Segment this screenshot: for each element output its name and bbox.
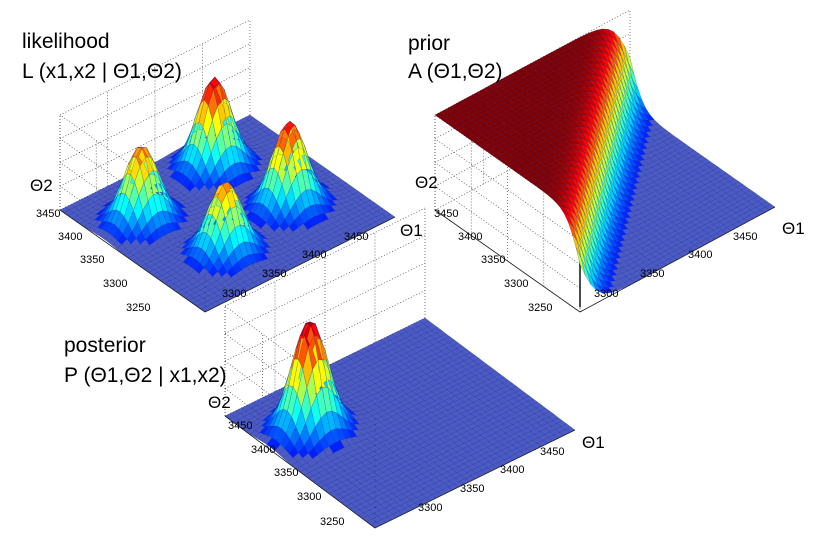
likelihood-surface-plot bbox=[59, 19, 396, 313]
grid-line bbox=[434, 57, 631, 163]
posterior-ytick-3300: 3300 bbox=[297, 491, 321, 503]
posterior-surface-plot bbox=[224, 207, 576, 529]
prior-y-axis bbox=[434, 209, 581, 313]
posterior-ytick-3400: 3400 bbox=[251, 444, 275, 456]
posterior-xtick-3450: 3450 bbox=[540, 446, 564, 458]
grid-line bbox=[59, 162, 206, 265]
posterior-ytick-3450: 3450 bbox=[228, 420, 252, 432]
posterior-ytick-3250: 3250 bbox=[320, 516, 344, 528]
likelihood-y-axis bbox=[59, 209, 206, 313]
posterior-surface-mesh bbox=[224, 317, 576, 529]
likelihood-title: likelihood bbox=[22, 30, 110, 53]
prior-title: prior bbox=[408, 32, 450, 55]
likelihood-x-axis bbox=[204, 216, 396, 313]
grid-line bbox=[59, 114, 206, 218]
posterior-title: posterior bbox=[64, 334, 146, 357]
likelihood-xtick-3300: 3300 bbox=[222, 288, 246, 300]
likelihood-xtick-3350: 3350 bbox=[262, 268, 286, 280]
grid-line bbox=[434, 80, 631, 187]
grid-line bbox=[434, 104, 631, 211]
prior-x-axis bbox=[579, 206, 776, 313]
posterior-xtick-3400: 3400 bbox=[500, 464, 524, 476]
prior-ytick-3400: 3400 bbox=[458, 231, 482, 243]
prior-y-ticks: 3450 3400 3350 3300 3250 bbox=[434, 208, 552, 314]
grid-line bbox=[224, 207, 426, 307]
likelihood-ytick-3350: 3350 bbox=[80, 254, 104, 266]
likelihood-ytick-3300: 3300 bbox=[103, 278, 127, 290]
prior-xtick-3350: 3350 bbox=[640, 268, 664, 280]
prior-theta1-label: Θ1 bbox=[782, 219, 805, 238]
posterior-xtick-3350: 3350 bbox=[460, 483, 484, 495]
prior-formula: A (Θ1,Θ2) bbox=[408, 60, 503, 83]
prior-xtick-3300: 3300 bbox=[594, 288, 618, 300]
grid-line bbox=[224, 235, 426, 334]
prior-ytick-3250: 3250 bbox=[528, 302, 552, 314]
prior-surface-mesh bbox=[434, 28, 776, 294]
prior-theta2-label: Θ2 bbox=[415, 173, 438, 192]
grid-line bbox=[434, 185, 581, 289]
posterior-theta1-label: Θ1 bbox=[582, 433, 605, 452]
likelihood-theta2-label: Θ2 bbox=[30, 176, 53, 195]
likelihood-surface-mesh bbox=[59, 76, 396, 313]
prior-ytick-3300: 3300 bbox=[504, 278, 528, 290]
likelihood-ytick-3250: 3250 bbox=[126, 302, 150, 314]
prior-surface-plot bbox=[434, 9, 776, 313]
prior-xtick-3450: 3450 bbox=[733, 231, 757, 243]
grid-line bbox=[434, 162, 581, 265]
likelihood-formula: L (x1,x2 | Θ1,Θ2) bbox=[22, 60, 182, 83]
prior-ytick-3350: 3350 bbox=[481, 254, 505, 266]
likelihood-xtick-3400: 3400 bbox=[302, 249, 326, 261]
likelihood-xtick-3450: 3450 bbox=[344, 231, 368, 243]
grid-line bbox=[59, 19, 251, 116]
likelihood-ytick-3400: 3400 bbox=[58, 231, 82, 243]
posterior-theta2-label: Θ2 bbox=[208, 393, 231, 412]
posterior-ytick-3350: 3350 bbox=[274, 467, 298, 479]
grid-line bbox=[434, 138, 581, 242]
posterior-formula: P (Θ1,Θ2 | x1,x2) bbox=[64, 364, 227, 387]
posterior-xtick-3300: 3300 bbox=[418, 502, 442, 514]
prior-xtick-3400: 3400 bbox=[688, 249, 712, 261]
prior-ytick-3450: 3450 bbox=[434, 208, 458, 220]
grid-line bbox=[59, 43, 251, 140]
likelihood-theta1-label: Θ1 bbox=[400, 221, 423, 240]
grid-line bbox=[59, 138, 206, 242]
likelihood-ytick-3450: 3450 bbox=[36, 208, 60, 220]
